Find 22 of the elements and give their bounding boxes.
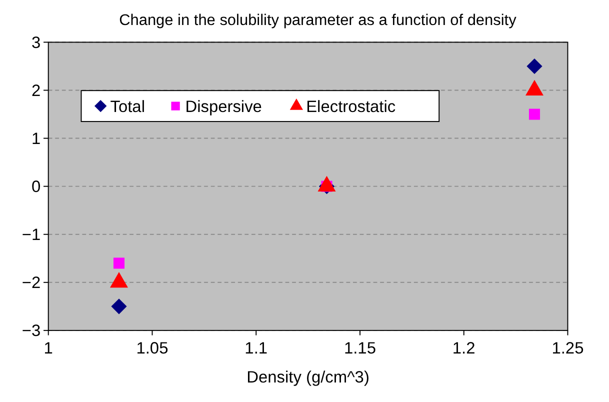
legend-label: Total — [110, 98, 145, 116]
x-axis-title: Density (g/cm^3) — [246, 368, 370, 387]
x-tick-label: 1.05 — [136, 340, 168, 358]
y-tick-label: −3 — [22, 322, 41, 340]
point — [113, 258, 125, 269]
x-tick-label: 1.1 — [244, 340, 268, 358]
y-tick-label: 0 — [31, 178, 41, 196]
point — [526, 58, 542, 74]
y-tick-label: 2 — [31, 82, 41, 100]
point — [528, 108, 540, 120]
y-tick-label: 3 — [31, 34, 41, 52]
point — [111, 298, 127, 314]
chart-title: Change in the solubility parameter as a function of density — [119, 12, 517, 29]
y-tick-label: −1 — [22, 226, 41, 244]
x-tick-label: 1.15 — [344, 340, 376, 358]
x-tick-label: 1.25 — [552, 340, 584, 358]
x-tick-label: 1 — [44, 340, 53, 358]
legend-label: Dispersive — [185, 98, 262, 116]
y-tick-label: 1 — [31, 130, 41, 148]
y-tick-label: −2 — [22, 274, 41, 292]
legend-label: Electrostatic — [306, 98, 396, 116]
x-tick-label: 1.2 — [452, 340, 476, 358]
